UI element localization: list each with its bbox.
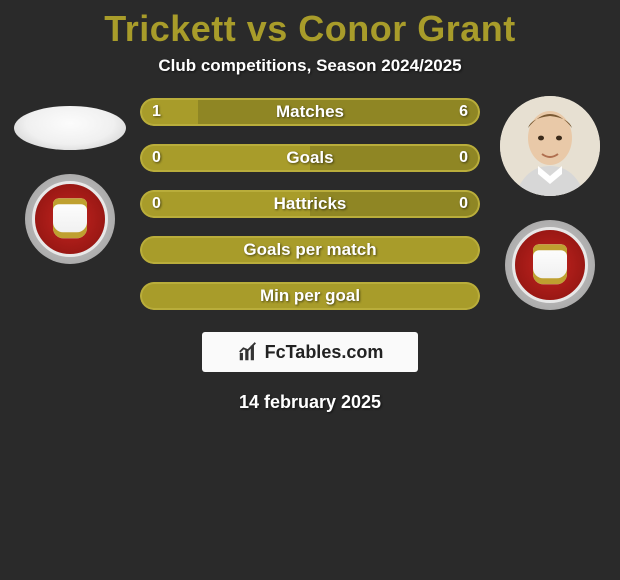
stat-label: Min per goal (140, 282, 480, 310)
stat-value-right: 0 (459, 144, 468, 172)
date-label: 14 february 2025 (0, 392, 620, 413)
page-title: Trickett vs Conor Grant (0, 0, 620, 50)
player-left-avatar-placeholder (14, 106, 126, 150)
stat-label: Hattricks (140, 190, 480, 218)
stat-label: Goals (140, 144, 480, 172)
stat-bars: Matches16Goals00Hattricks00Goals per mat… (140, 98, 480, 310)
stat-bar-min-per-goal: Min per goal (140, 282, 480, 310)
player-left-column (10, 94, 130, 264)
stat-bar-goals-per-match: Goals per match (140, 236, 480, 264)
stat-bar-goals: Goals0 0 (140, 144, 480, 172)
stat-value-left: 0 (152, 190, 161, 218)
stat-label: Matches (140, 98, 480, 126)
stat-value-right: 0 (459, 190, 468, 218)
player-right-column (490, 94, 610, 310)
stat-bar-hattricks: Hattricks0 0 (140, 190, 480, 218)
player-right-avatar (500, 96, 600, 196)
stat-bar-matches: Matches1 6 (140, 98, 480, 126)
fctables-logo-text: FcTables.com (265, 342, 384, 363)
player-right-club-crest (505, 220, 595, 310)
player-left-club-crest (25, 174, 115, 264)
stat-value-left: 1 (152, 98, 161, 126)
fctables-logo: FcTables.com (202, 332, 418, 372)
stat-label: Goals per match (140, 236, 480, 264)
subtitle: Club competitions, Season 2024/2025 (0, 56, 620, 76)
stat-value-left: 0 (152, 144, 161, 172)
chart-icon (237, 341, 259, 363)
comparison-row: Matches16Goals00Hattricks00Goals per mat… (0, 94, 620, 310)
stat-value-right: 6 (459, 98, 468, 126)
